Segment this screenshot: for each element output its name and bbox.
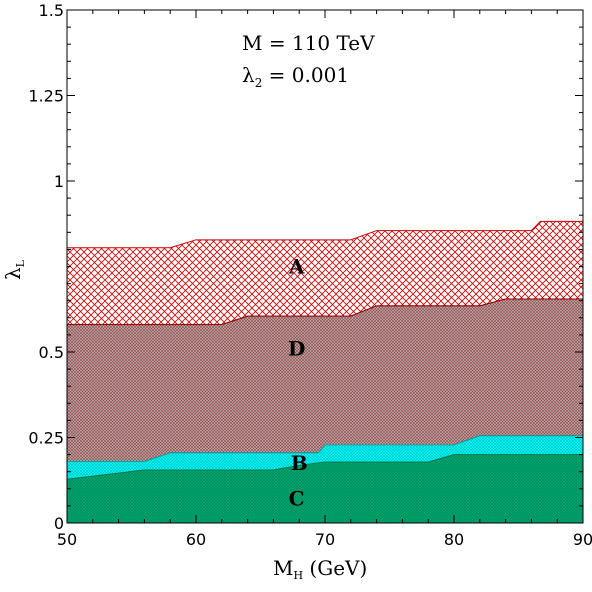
tick-labels: 50 60 70 80 90 0 0.25 0.5 1 1.25 1.5 [28,1,592,549]
y-tick-label: 0.5 [39,343,64,362]
region-label-b: B [291,451,308,475]
x-tick-label: 80 [444,530,464,549]
x-tick-label: 70 [315,530,335,549]
x-tick-label: 60 [186,530,206,549]
annotation-lambda2: λ2 = 0.001 [242,63,349,90]
ticks [66,9,584,524]
y-tick-label: 0 [54,514,64,533]
x-axis-label: MH (GeV) [273,556,367,582]
region-label-c: C [289,486,305,510]
region-label-d: D [288,337,305,361]
region-label-a: A [288,255,305,279]
y-tick-label: 1 [54,172,64,191]
y-axis-label: λL [1,259,27,280]
regions [66,220,584,524]
annotation-mass: M = 110 TeV [242,31,375,55]
x-tick-label: 90 [573,530,592,549]
x-tick-label: 50 [57,530,77,549]
y-tick-label: 1.25 [28,87,64,106]
y-tick-label: 1.5 [39,1,64,20]
region-labels: A D BC [288,255,308,511]
y-tick-label: 0.25 [28,429,64,448]
